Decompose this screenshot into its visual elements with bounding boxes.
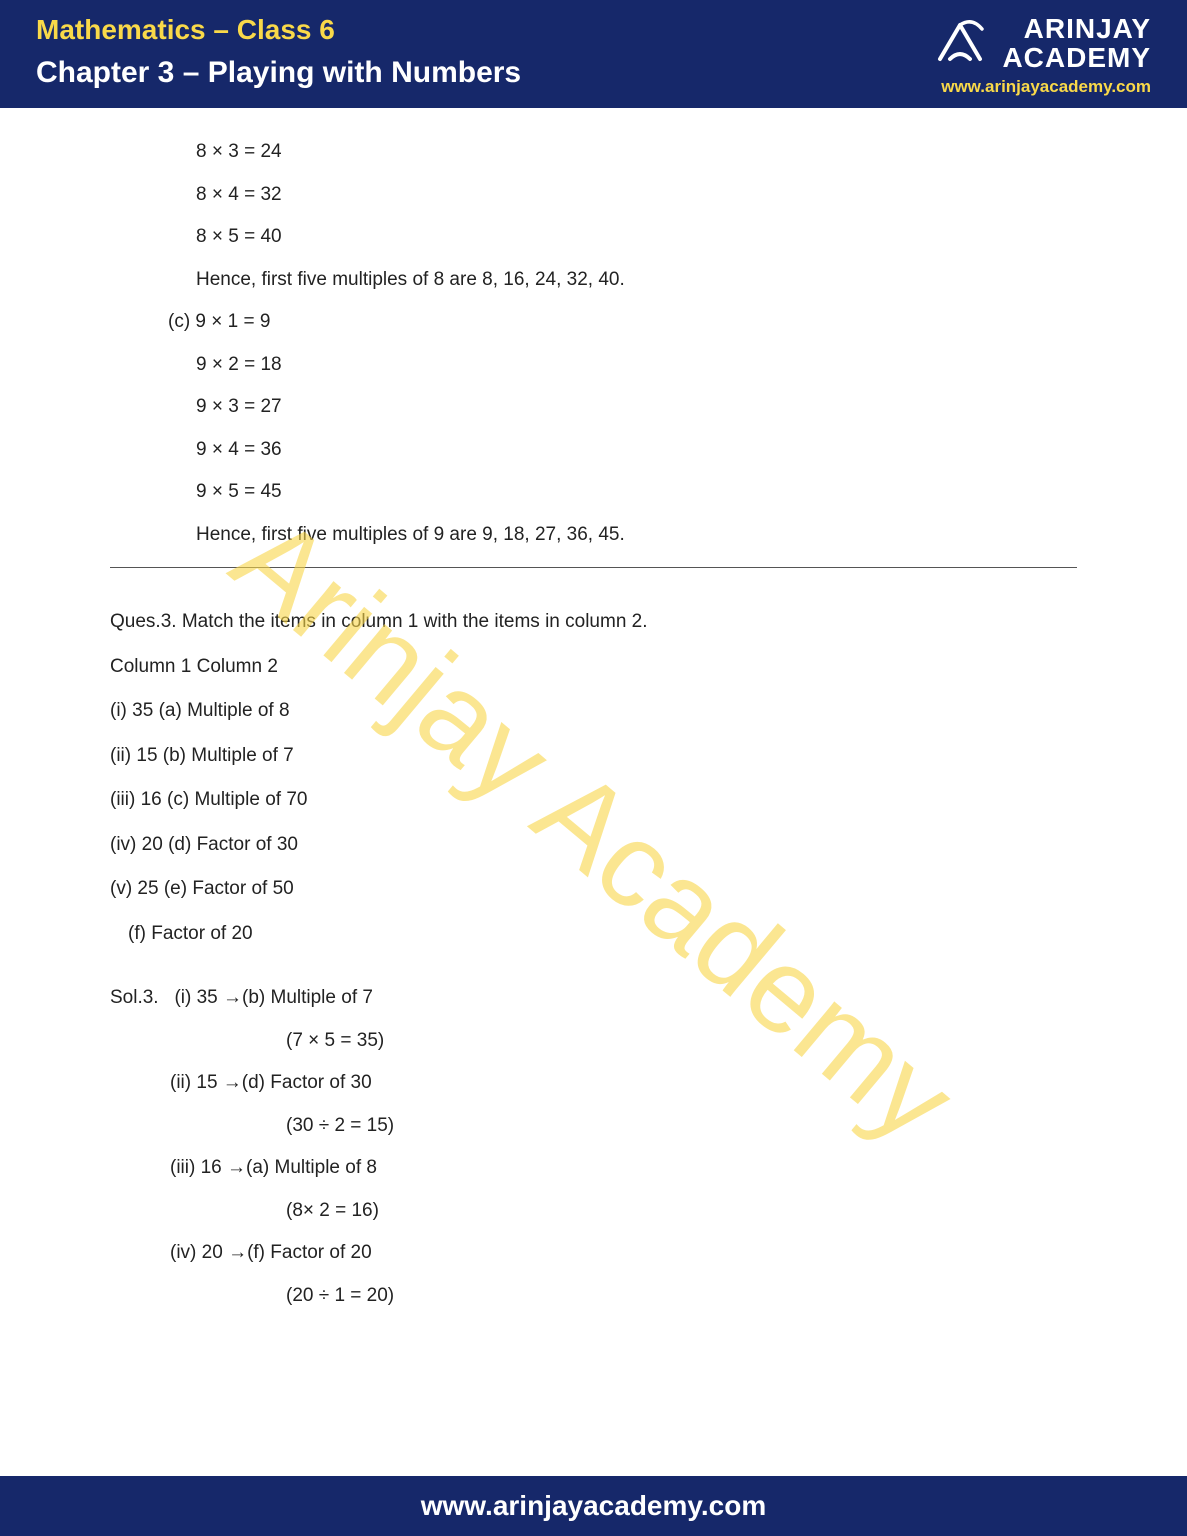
mult9-line3: 9 × 3 = 27 — [110, 393, 1077, 422]
sol3-iii: (iii) 16 →(a) Multiple of 8 — [110, 1154, 1077, 1183]
q3-option-iii: (iii) 16 (c) Multiple of 70 — [110, 786, 1077, 815]
mult9-summary: Hence, first five multiples of 9 are 9, … — [110, 521, 1077, 550]
section-divider — [110, 567, 1077, 568]
mult8-line5: 8 × 5 = 40 — [110, 223, 1077, 252]
sol3-iv-paren: (20 ÷ 1 = 20) — [110, 1282, 1077, 1311]
q3-colhead: Column 1 Column 2 — [110, 653, 1077, 682]
mult9-line2: 9 × 2 = 18 — [110, 351, 1077, 380]
brand-name: ARINJAY ACADEMY — [1002, 14, 1151, 73]
brand-line2: ACADEMY — [1002, 42, 1151, 73]
mult9-head: (c) 9 × 1 = 9 — [110, 308, 1077, 337]
mult9-line4: 9 × 4 = 36 — [110, 436, 1077, 465]
q3-option-v: (v) 25 (e) Factor of 50 — [110, 875, 1077, 904]
sol3-ii-paren: (30 ÷ 2 = 15) — [110, 1112, 1077, 1141]
document-content: 8 × 3 = 24 8 × 4 = 32 8 × 5 = 40 Hence, … — [0, 108, 1187, 1310]
sol3-iii-paren: (8× 2 = 16) — [110, 1197, 1077, 1226]
mult8-line4: 8 × 4 = 32 — [110, 181, 1077, 210]
mult9-line5: 9 × 5 = 45 — [110, 478, 1077, 507]
brand-line1: ARINJAY — [1024, 13, 1151, 44]
page-footer: www.arinjayacademy.com — [0, 1476, 1187, 1536]
brand-url: www.arinjayacademy.com — [932, 77, 1151, 97]
sol3-label: Sol.3. — [110, 987, 159, 1008]
q3-option-f: (f) Factor of 20 — [110, 920, 1077, 949]
page-header: Mathematics – Class 6 Chapter 3 – Playin… — [0, 0, 1187, 108]
q3-option-i: (i) 35 (a) Multiple of 8 — [110, 697, 1077, 726]
sol3-i-paren: (7 × 5 = 35) — [110, 1027, 1077, 1056]
q3-option-ii: (ii) 15 (b) Multiple of 7 — [110, 742, 1077, 771]
mult8-summary: Hence, first five multiples of 8 are 8, … — [110, 266, 1077, 295]
q3-prompt: Ques.3. Match the items in column 1 with… — [110, 608, 1077, 637]
q3-option-iv: (iv) 20 (d) Factor of 30 — [110, 831, 1077, 860]
sol3-line-i: Sol.3. (i) 35 →(b) Multiple of 7 — [110, 984, 1077, 1013]
sol3-iv: (iv) 20 →(f) Factor of 20 — [110, 1239, 1077, 1268]
brand-logo-block: ARINJAY ACADEMY www.arinjayacademy.com — [932, 14, 1151, 97]
brand-logo-icon — [932, 15, 988, 71]
sol3-ii: (ii) 15 →(d) Factor of 30 — [110, 1069, 1077, 1098]
sol3-i: (i) 35 →(b) Multiple of 7 — [174, 987, 373, 1008]
footer-url: www.arinjayacademy.com — [421, 1490, 767, 1521]
mult8-line3: 8 × 3 = 24 — [110, 138, 1077, 167]
